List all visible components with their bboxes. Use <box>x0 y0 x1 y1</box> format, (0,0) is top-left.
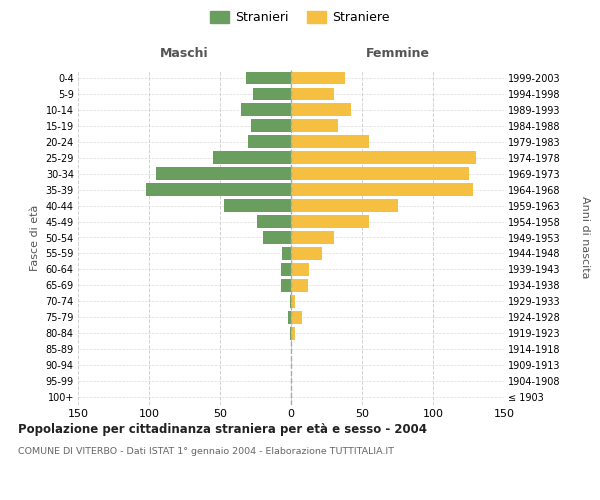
Bar <box>291 231 334 244</box>
Bar <box>290 295 291 308</box>
Bar <box>241 104 291 117</box>
Bar <box>291 247 322 260</box>
Bar <box>245 72 291 85</box>
Bar <box>291 152 476 164</box>
Bar <box>224 199 291 212</box>
Bar <box>291 168 469 180</box>
Bar <box>248 136 291 148</box>
Bar <box>291 327 295 340</box>
Bar <box>281 279 291 291</box>
Bar <box>291 88 334 101</box>
Text: COMUNE DI VITERBO - Dati ISTAT 1° gennaio 2004 - Elaborazione TUTTITALIA.IT: COMUNE DI VITERBO - Dati ISTAT 1° gennai… <box>18 448 394 456</box>
Bar <box>291 263 310 276</box>
Text: Maschi: Maschi <box>160 47 209 60</box>
Bar <box>291 279 308 291</box>
Y-axis label: Anni di nascita: Anni di nascita <box>580 196 590 279</box>
Bar <box>291 120 338 132</box>
Bar <box>281 263 291 276</box>
Bar <box>257 215 291 228</box>
Bar <box>291 136 369 148</box>
Bar <box>291 311 302 324</box>
Bar <box>288 311 291 324</box>
Bar <box>251 120 291 132</box>
Bar <box>291 184 473 196</box>
Text: Femmine: Femmine <box>365 47 430 60</box>
Bar <box>291 72 345 85</box>
Bar <box>291 199 398 212</box>
Bar <box>290 327 291 340</box>
Bar <box>283 247 291 260</box>
Bar <box>263 231 291 244</box>
Bar <box>291 295 295 308</box>
Bar <box>291 215 369 228</box>
Bar <box>146 184 291 196</box>
Bar <box>213 152 291 164</box>
Bar <box>253 88 291 101</box>
Bar <box>291 104 350 117</box>
Legend: Stranieri, Straniere: Stranieri, Straniere <box>208 8 392 26</box>
Y-axis label: Fasce di età: Fasce di età <box>30 204 40 270</box>
Bar <box>156 168 291 180</box>
Text: Popolazione per cittadinanza straniera per età e sesso - 2004: Popolazione per cittadinanza straniera p… <box>18 422 427 436</box>
